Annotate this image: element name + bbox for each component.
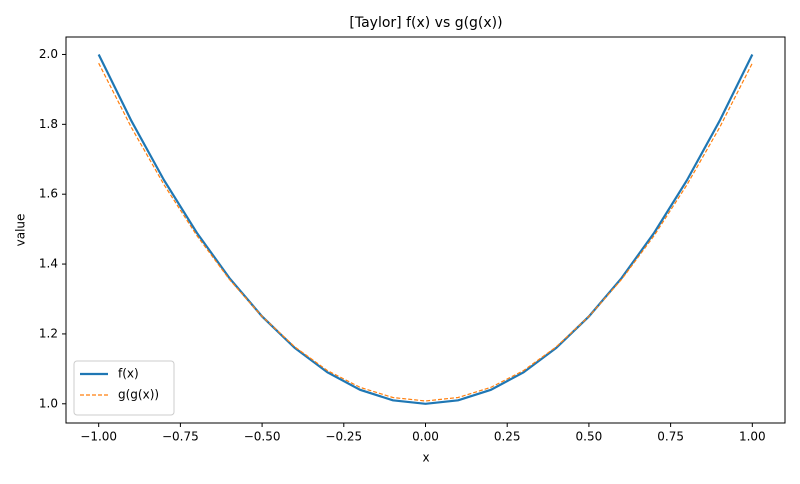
legend-label: f(x) bbox=[118, 367, 139, 381]
x-axis-label: x bbox=[422, 451, 429, 465]
legend-label: g(g(x)) bbox=[118, 388, 159, 402]
x-tick-label: 1.00 bbox=[739, 430, 766, 444]
chart-title: [Taylor] f(x) vs g(g(x)) bbox=[349, 15, 502, 31]
x-tick-label: −0.50 bbox=[244, 430, 281, 444]
y-tick-label: 1.8 bbox=[39, 117, 58, 131]
series-line bbox=[98, 62, 753, 402]
plot-frame bbox=[65, 36, 786, 424]
x-tick-label: −0.25 bbox=[325, 430, 362, 444]
series-line bbox=[97, 53, 754, 405]
y-tick-label: 1.2 bbox=[39, 326, 58, 340]
x-tick-label: 0.75 bbox=[657, 430, 684, 444]
y-tick-label: 1.6 bbox=[39, 187, 58, 201]
x-tick-label: −0.75 bbox=[162, 430, 199, 444]
x-tick-label: 0.25 bbox=[494, 430, 521, 444]
y-axis-label: value bbox=[14, 214, 28, 247]
x-tick-label: 0.50 bbox=[576, 430, 603, 444]
y-tick-label: 1.4 bbox=[39, 257, 58, 271]
legend: f(x) g(g(x)) bbox=[73, 360, 175, 416]
y-tick-label: 1.0 bbox=[39, 396, 58, 410]
x-tick-label: −1.00 bbox=[80, 430, 117, 444]
x-tick-label: 0.00 bbox=[412, 430, 439, 444]
y-tick-label: 2.0 bbox=[39, 47, 58, 61]
